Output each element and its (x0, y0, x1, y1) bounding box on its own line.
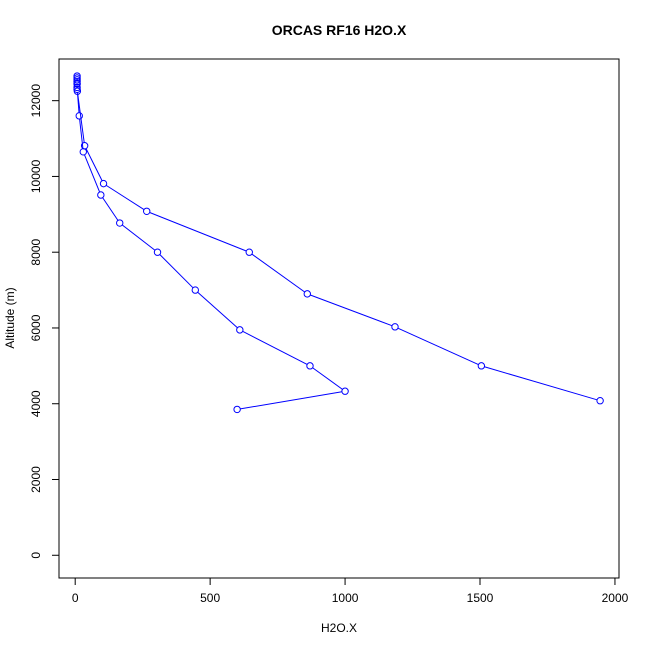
data-point (75, 112, 83, 120)
series-line-segment (85, 148, 103, 181)
data-point (143, 207, 151, 215)
data-point (391, 323, 399, 331)
data-point (99, 179, 108, 188)
x-axis: 0 500 1000 1500 2000 (72, 577, 629, 605)
y-tick-label: 12000 (29, 84, 43, 118)
data-series (73, 72, 604, 414)
series-line-segment (484, 366, 598, 401)
data-point (303, 290, 311, 298)
data-point (245, 248, 253, 256)
data-point (191, 286, 199, 294)
data-point (236, 326, 244, 334)
x-tick-label: 500 (200, 591, 220, 605)
data-point (116, 219, 124, 227)
data-point (341, 387, 349, 395)
data-point (73, 85, 81, 94)
series-line-segment (102, 197, 119, 221)
y-tick-label: 2000 (29, 466, 43, 493)
data-point (153, 248, 162, 256)
data-point (306, 362, 314, 370)
series-line-segment (149, 212, 247, 252)
data-point (596, 397, 604, 405)
y-tick-label: 8000 (29, 239, 43, 266)
series-line-segment (121, 224, 156, 251)
y-tick-label: 6000 (29, 314, 43, 341)
data-point (477, 362, 486, 370)
y-axis: 0 2000 4000 6000 8000 10000 12000 (29, 84, 60, 559)
series-line-segment (105, 184, 145, 210)
x-tick-label: 2000 (602, 591, 629, 605)
series-line-segment (310, 294, 393, 327)
series-line-segment (397, 327, 479, 365)
series-line-segment (159, 254, 194, 289)
data-point (73, 76, 81, 84)
series-line-segment (77, 92, 85, 143)
data-point (73, 78, 81, 86)
series-line-segment (242, 330, 308, 365)
x-tick-label: 1000 (332, 591, 359, 605)
x-tick-label: 1500 (467, 591, 494, 605)
series-line-segment (312, 367, 343, 390)
data-point (73, 72, 81, 80)
series-line-segment (251, 253, 305, 293)
series-line-segment (84, 154, 101, 193)
y-axis-label: Altitude (m) (3, 287, 17, 348)
chart-title: ORCAS RF16 H2O.X (272, 22, 407, 38)
data-point (73, 83, 81, 92)
data-point (79, 148, 87, 156)
data-point (97, 191, 105, 199)
data-point (233, 405, 241, 414)
y-tick-label: 10000 (29, 159, 43, 193)
x-axis-label: H2O.X (321, 621, 357, 635)
data-point (73, 79, 81, 88)
y-tick-label: 4000 (29, 390, 43, 417)
series-line-segment (240, 391, 342, 410)
x-tick-label: 0 (72, 591, 79, 605)
series-line-segment (197, 291, 238, 329)
data-point (73, 74, 81, 82)
plot-frame (58, 58, 620, 579)
y-tick-label: 0 (29, 552, 43, 559)
data-point (80, 142, 89, 150)
